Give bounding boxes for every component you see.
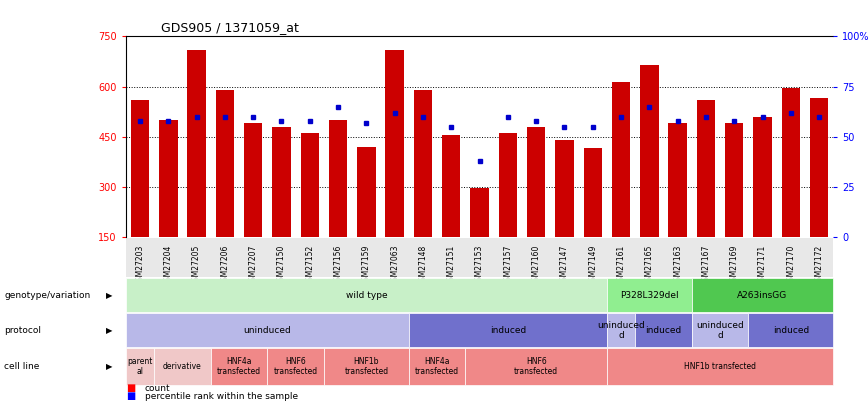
Bar <box>358 147 376 237</box>
Bar <box>668 124 687 237</box>
Bar <box>556 140 574 237</box>
Bar <box>782 88 800 237</box>
Text: induced: induced <box>773 326 809 335</box>
Text: uninduced: uninduced <box>243 326 292 335</box>
Text: induced: induced <box>490 326 526 335</box>
Bar <box>612 81 630 237</box>
Text: HNF6
transfected: HNF6 transfected <box>273 357 318 376</box>
Text: protocol: protocol <box>4 326 42 335</box>
Bar <box>499 133 517 237</box>
Text: ▶: ▶ <box>107 362 113 371</box>
Bar <box>442 135 460 237</box>
Text: uninduced
d: uninduced d <box>696 321 744 340</box>
Bar <box>583 148 602 237</box>
Text: uninduced
d: uninduced d <box>597 321 645 340</box>
Text: HNF4a
transfected: HNF4a transfected <box>415 357 459 376</box>
Text: cell line: cell line <box>4 362 40 371</box>
Bar <box>414 90 432 237</box>
Bar <box>641 65 659 237</box>
Bar <box>725 124 743 237</box>
Bar <box>753 117 772 237</box>
Text: ■: ■ <box>126 383 135 393</box>
Bar <box>385 50 404 237</box>
Text: HNF1b transfected: HNF1b transfected <box>684 362 756 371</box>
Bar <box>527 127 545 237</box>
Bar <box>810 98 828 237</box>
Bar <box>697 100 715 237</box>
Text: P328L329del: P328L329del <box>620 290 679 300</box>
Text: induced: induced <box>646 326 681 335</box>
Text: ■: ■ <box>126 391 135 401</box>
Bar <box>216 90 234 237</box>
Bar <box>131 100 149 237</box>
Text: ▶: ▶ <box>107 290 113 300</box>
Text: ▶: ▶ <box>107 326 113 335</box>
Bar <box>159 120 177 237</box>
Text: HNF6
transfected: HNF6 transfected <box>514 357 558 376</box>
Bar <box>244 124 262 237</box>
Bar <box>329 120 347 237</box>
Text: HNF1b
transfected: HNF1b transfected <box>345 357 389 376</box>
Text: percentile rank within the sample: percentile rank within the sample <box>145 392 298 401</box>
Text: parent
al: parent al <box>128 357 153 376</box>
Bar <box>470 188 489 237</box>
Text: HNF4a
transfected: HNF4a transfected <box>217 357 261 376</box>
Text: GDS905 / 1371059_at: GDS905 / 1371059_at <box>161 21 299 34</box>
Bar <box>300 133 319 237</box>
Text: A263insGG: A263insGG <box>738 290 787 300</box>
Text: genotype/variation: genotype/variation <box>4 290 90 300</box>
Text: count: count <box>145 384 171 393</box>
Text: wild type: wild type <box>345 290 387 300</box>
Bar <box>187 50 206 237</box>
Bar <box>273 127 291 237</box>
Text: derivative: derivative <box>163 362 202 371</box>
